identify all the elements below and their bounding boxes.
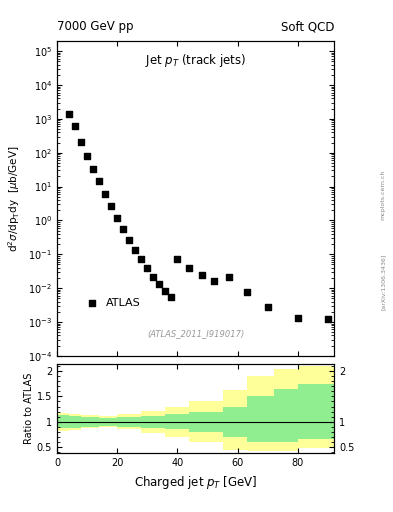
Legend: ATLAS: ATLAS <box>76 293 145 312</box>
Point <box>120 225 127 233</box>
Point <box>132 246 138 254</box>
X-axis label: Charged jet $p_T$ [GeV]: Charged jet $p_T$ [GeV] <box>134 474 257 490</box>
Point <box>144 264 151 272</box>
Point <box>244 288 250 296</box>
Text: (ATLAS_2011_I919017): (ATLAS_2011_I919017) <box>147 330 244 338</box>
Point <box>264 303 271 311</box>
Point <box>96 177 102 185</box>
Point <box>72 122 78 130</box>
Text: Jet $p_T$ (track jets): Jet $p_T$ (track jets) <box>145 52 246 69</box>
Point <box>174 255 181 263</box>
Point <box>108 202 114 210</box>
Point <box>150 272 156 281</box>
Point <box>138 255 145 263</box>
Point <box>198 271 205 280</box>
Text: 7000 GeV pp: 7000 GeV pp <box>57 20 134 33</box>
Point <box>84 152 90 160</box>
Point <box>66 110 72 118</box>
Point <box>156 280 163 288</box>
Point <box>295 314 301 322</box>
Point <box>102 189 108 198</box>
Point <box>210 277 217 285</box>
Point <box>114 214 120 222</box>
Text: Soft QCD: Soft QCD <box>281 20 334 33</box>
Point <box>162 287 169 295</box>
Y-axis label: d$^2\sigma$/dp$_\mathrm{T}$dy  [$\mu$b/GeV]: d$^2\sigma$/dp$_\mathrm{T}$dy [$\mu$b/Ge… <box>7 145 22 252</box>
Point <box>226 272 232 281</box>
Point <box>168 293 174 301</box>
Point <box>78 138 84 146</box>
Point <box>186 264 193 272</box>
Text: mcplots.cern.ch: mcplots.cern.ch <box>381 169 386 220</box>
Point <box>90 164 96 173</box>
Text: [arXiv:1306.3436]: [arXiv:1306.3436] <box>381 253 386 310</box>
Y-axis label: Ratio to ATLAS: Ratio to ATLAS <box>24 373 34 444</box>
Point <box>325 315 331 324</box>
Point <box>126 236 132 244</box>
